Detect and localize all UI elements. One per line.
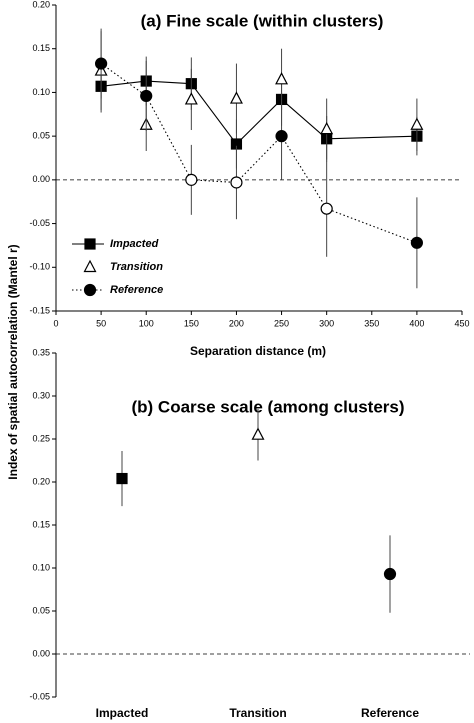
x-tick-label: 350: [364, 318, 379, 328]
marker-square: [116, 472, 128, 485]
marker-triangle: [275, 72, 289, 85]
y-tick-label: 0.00: [32, 174, 50, 184]
x-tick-label: Transition: [229, 706, 286, 720]
marker-circle: [95, 57, 108, 70]
marker-circle: [275, 130, 288, 143]
marker-triangle: [320, 121, 334, 135]
y-tick-label: 0.05: [32, 131, 50, 141]
y-tick-label: 0.10: [32, 562, 50, 572]
marker-triangle: [229, 91, 243, 104]
x-tick-label: 400: [409, 318, 424, 328]
legend-label: Reference: [110, 284, 163, 296]
y-tick-label: 0.15: [32, 519, 50, 529]
y-tick-label: -0.15: [29, 305, 50, 315]
y-axis-label: Index of spatial autocorrelation (Mantel…: [6, 244, 20, 479]
marker-square: [84, 238, 96, 250]
x-tick-label: 0: [53, 318, 58, 328]
y-tick-label: 0.30: [32, 390, 50, 400]
legend-label: Transition: [110, 261, 163, 273]
y-tick-label: 0.20: [32, 476, 50, 486]
marker-circle: [383, 567, 397, 581]
marker-triangle: [83, 259, 97, 273]
marker-circle: [320, 202, 333, 215]
marker-triangle: [251, 427, 265, 440]
y-tick-label: -0.05: [29, 691, 50, 701]
y-tick-label: 0.10: [32, 87, 50, 97]
y-tick-label: 0.05: [32, 605, 50, 615]
x-tick-label: 100: [139, 318, 154, 328]
legend-label: Impacted: [110, 238, 159, 250]
marker-triangle: [184, 92, 198, 105]
marker-circle: [185, 173, 198, 186]
x-tick-label: 450: [454, 318, 469, 328]
y-tick-label: 0.20: [32, 0, 50, 9]
y-tick-label: 0.00: [32, 648, 50, 658]
y-tick-label: -0.10: [29, 262, 50, 272]
y-tick-label: 0.25: [32, 433, 50, 443]
x-tick-label: 50: [96, 318, 106, 328]
y-tick-label: 0.15: [32, 43, 50, 53]
x-tick-label: Impacted: [96, 706, 149, 720]
x-tick-label: Reference: [361, 706, 419, 720]
marker-circle: [410, 236, 423, 249]
x-tick-label: 200: [229, 318, 244, 328]
panel-b-title: (b) Coarse scale (among clusters): [131, 397, 404, 416]
panel-a-title: (a) Fine scale (within clusters): [141, 11, 384, 30]
x-tick-label: 150: [184, 318, 199, 328]
marker-circle: [230, 176, 243, 189]
y-tick-label: 0.35: [32, 347, 50, 357]
x-tick-label: 250: [274, 318, 289, 328]
marker-circle: [140, 89, 153, 103]
y-tick-label: -0.05: [29, 218, 50, 228]
x-axis-label: Separation distance (m): [190, 344, 326, 358]
x-tick-label: 300: [319, 318, 334, 328]
marker-circle: [83, 283, 97, 297]
marker-triangle: [410, 117, 424, 130]
